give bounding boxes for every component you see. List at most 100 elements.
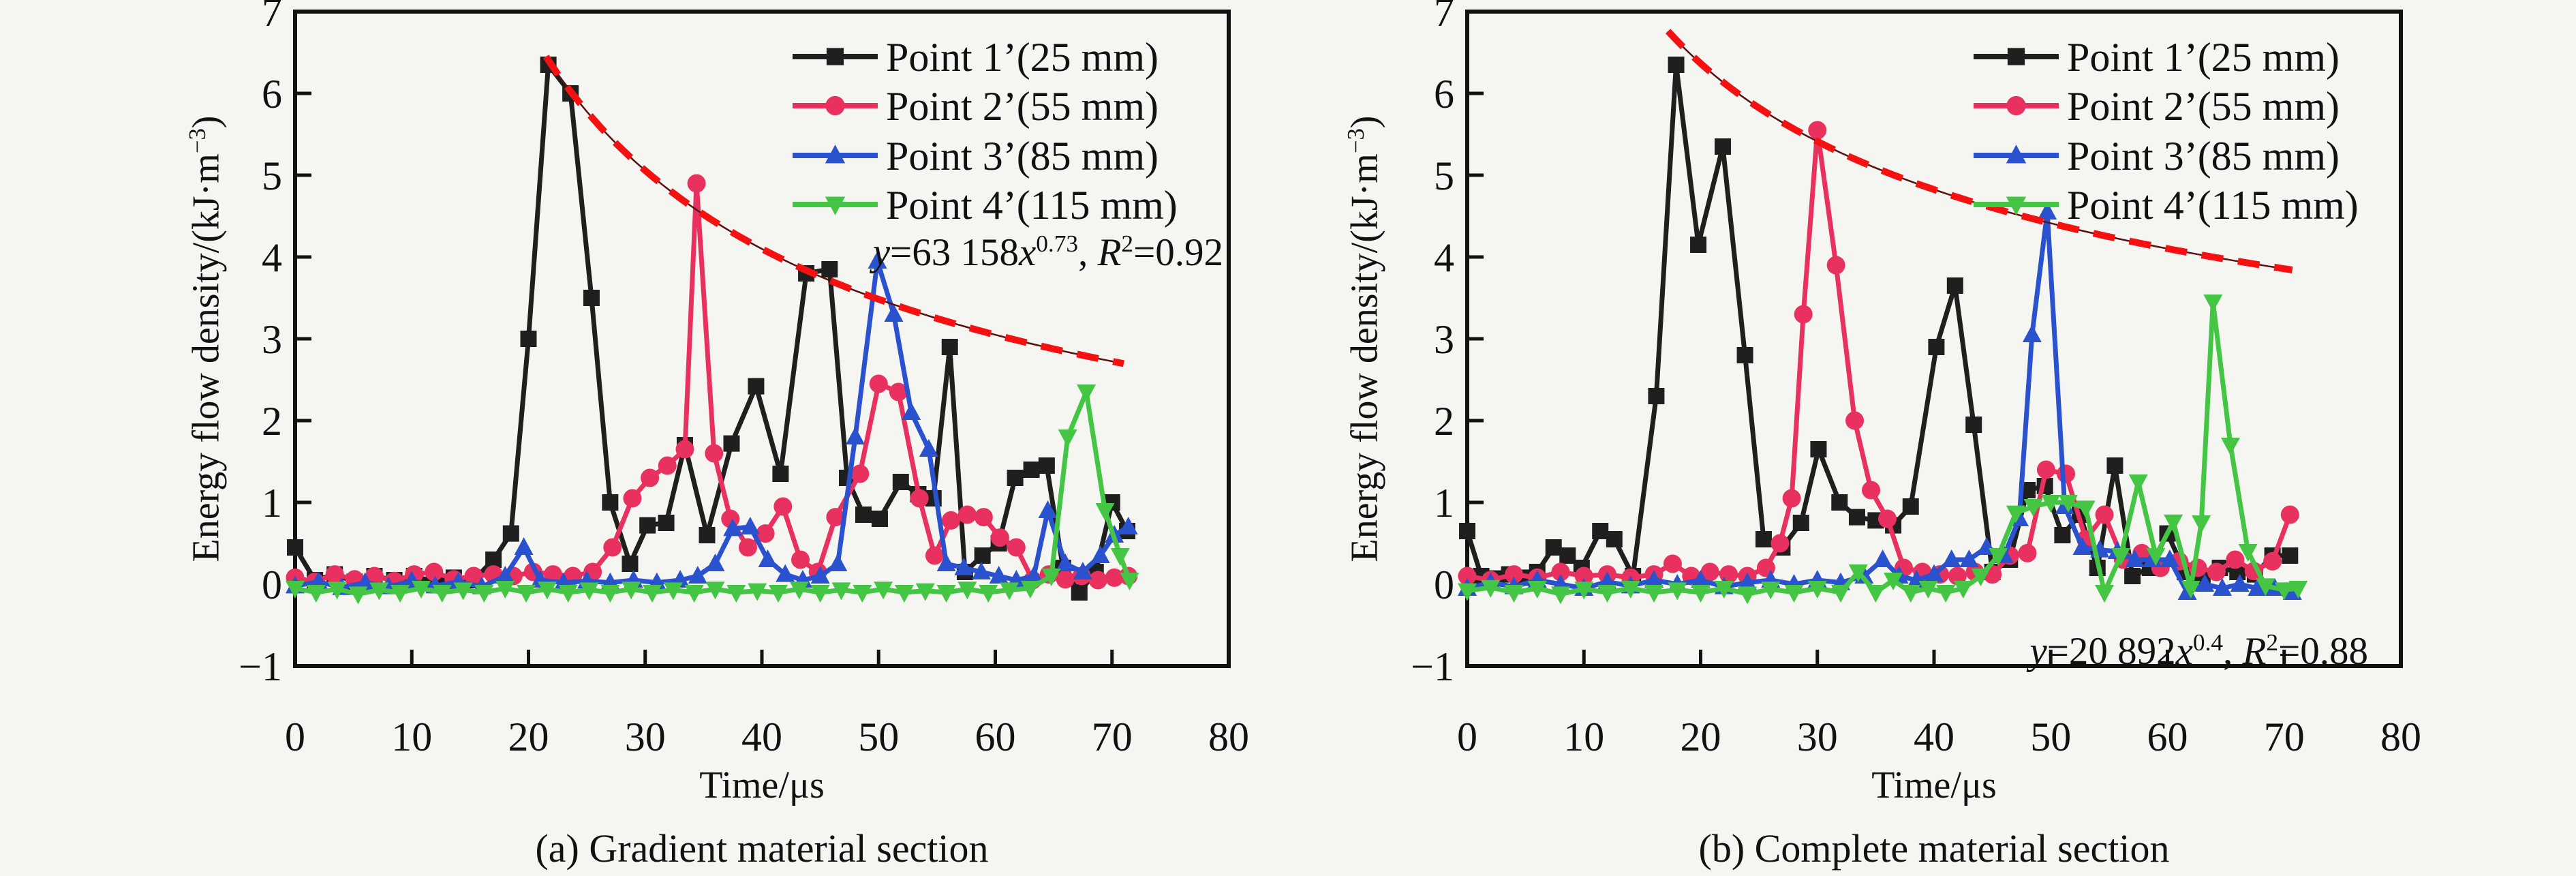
y-tick-label: 6 xyxy=(1434,72,1454,117)
triangle-up-marker xyxy=(2022,324,2042,342)
y-tick-label: 2 xyxy=(262,399,282,444)
x-tick-label: 50 xyxy=(2030,714,2071,759)
y-tick-label: 4 xyxy=(1434,235,1454,280)
square-marker xyxy=(1792,515,1809,531)
x-tick-label: 80 xyxy=(2380,714,2421,759)
triangle-up-marker xyxy=(355,572,375,590)
triangle-down-marker xyxy=(2288,581,2308,599)
series-4 xyxy=(1458,294,2308,605)
square-marker xyxy=(287,539,303,556)
circle-marker xyxy=(1808,121,1827,140)
y-tick-label: 1 xyxy=(1434,481,1454,526)
triangle-down-marker xyxy=(600,585,620,603)
triangle-up-marker xyxy=(1942,549,1961,567)
triangle-up-marker xyxy=(1073,562,1092,579)
triangle-down-marker xyxy=(1058,429,1077,447)
square-marker xyxy=(602,494,619,511)
circle-marker xyxy=(826,508,845,527)
triangle-up-marker xyxy=(989,566,1009,584)
triangle-down-marker xyxy=(748,583,767,601)
circle-marker xyxy=(687,174,706,193)
fit-curve-dashed xyxy=(543,55,1124,367)
triangle-up-marker xyxy=(954,558,974,575)
x-tick-label: 70 xyxy=(2264,714,2305,759)
triangle-down-marker xyxy=(1077,384,1097,402)
triangle-down-marker xyxy=(2041,495,2061,513)
triangle-down-marker xyxy=(2006,196,2027,215)
x-tick-label: 10 xyxy=(391,714,432,759)
square-marker xyxy=(658,515,675,531)
square-marker xyxy=(520,331,537,347)
x-tick-label: 40 xyxy=(1914,714,1954,759)
circle-marker xyxy=(1770,534,1790,553)
triangle-up-marker xyxy=(309,571,328,590)
circle-marker xyxy=(2280,505,2299,524)
square-marker xyxy=(1928,339,1945,355)
y-axis-title-b-text: Energy flow density/(kJ·m xyxy=(1343,153,1386,562)
triangle-down-marker xyxy=(2274,582,2294,601)
triangle-down-marker xyxy=(517,585,536,603)
circle-marker xyxy=(641,468,660,487)
triangle-up-marker xyxy=(514,537,534,555)
circle-marker xyxy=(1794,305,1813,324)
circle-marker xyxy=(756,524,775,543)
circle-marker xyxy=(658,456,677,475)
triangle-down-marker xyxy=(432,585,452,603)
triangle-down-marker xyxy=(825,196,846,215)
triangle-down-marker xyxy=(1738,586,1757,605)
triangle-down-marker xyxy=(1668,582,1687,601)
circle-marker xyxy=(2036,460,2055,479)
y-axis-title-b-sup: −3 xyxy=(1343,128,1369,154)
square-marker xyxy=(941,339,958,355)
triangle-down-marker xyxy=(2256,578,2275,596)
triangle-up-marker xyxy=(1925,564,1944,582)
triangle-down-marker xyxy=(1807,581,1827,599)
ann-b-x: x xyxy=(2175,630,2193,673)
triangle-down-marker xyxy=(1971,569,1991,586)
triangle-down-marker xyxy=(390,585,410,603)
caption-panel-a: (a) Gradient material section xyxy=(535,826,989,871)
x-axis-title-a: Time/μs xyxy=(699,764,825,806)
triangle-up-marker xyxy=(971,562,991,579)
legend-item-3: Point 3’(85 mm) xyxy=(1974,134,2340,179)
circle-marker xyxy=(2207,562,2226,582)
legend-label: Point 2’(55 mm) xyxy=(2067,84,2340,129)
triangle-down-marker xyxy=(1936,585,1956,603)
square-marker xyxy=(699,527,716,543)
x-tick-label: 60 xyxy=(2147,714,2188,759)
circle-marker xyxy=(1948,567,1967,586)
square-marker xyxy=(1965,417,1982,433)
ann-a-sep: , xyxy=(1078,231,1098,274)
y-tick-label: 7 xyxy=(1434,0,1454,35)
square-marker xyxy=(1038,457,1055,474)
ann-a-eq: =63 158 xyxy=(890,231,1019,274)
triangle-down-marker xyxy=(1714,581,1734,599)
triangle-down-marker xyxy=(957,582,977,600)
square-marker xyxy=(748,378,765,395)
triangle-down-marker xyxy=(853,585,872,603)
square-marker xyxy=(1668,57,1685,73)
legend-label: Point 3’(85 mm) xyxy=(886,134,1159,179)
legend-item-4: Point 4’(115 mm) xyxy=(1974,183,2359,228)
circle-marker xyxy=(773,497,793,516)
ann-b-exp: 0.4 xyxy=(2192,629,2224,656)
circle-marker xyxy=(603,538,622,557)
triangle-down-marker xyxy=(1527,581,1547,599)
legend-item-1: Point 1’(25 mm) xyxy=(793,35,1159,80)
square-marker xyxy=(855,507,872,523)
x-tick-label: 70 xyxy=(1092,714,1133,759)
circle-marker xyxy=(1105,568,1124,587)
square-marker xyxy=(821,261,838,277)
triangle-up-marker xyxy=(723,518,743,537)
triangle-down-marker xyxy=(1110,548,1130,566)
y-tick-label: 0 xyxy=(262,562,282,607)
triangle-down-marker xyxy=(2058,495,2078,513)
x-tick-label: 50 xyxy=(858,714,899,759)
circle-marker xyxy=(464,567,483,586)
triangle-down-marker xyxy=(894,585,914,603)
triangle-down-marker xyxy=(1481,579,1501,598)
circle-marker xyxy=(1663,554,1682,573)
triangle-down-marker xyxy=(306,585,326,603)
